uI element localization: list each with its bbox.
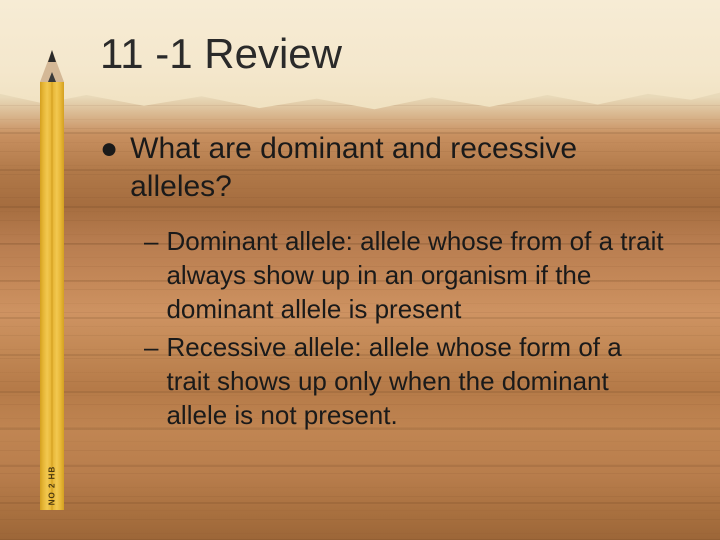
dash-marker: – <box>144 224 158 258</box>
dash-marker: – <box>144 330 158 364</box>
pencil-label: NO 2 HB <box>48 466 57 505</box>
bullet-marker: ● <box>100 130 118 168</box>
sub-text: Recessive allele: allele whose form of a… <box>166 330 670 432</box>
sub-item: – Recessive allele: allele whose form of… <box>144 330 670 432</box>
slide-container: 11 -1 Review NO 2 HB ● What are dominant… <box>0 0 720 540</box>
slide-title: 11 -1 Review <box>100 30 342 78</box>
pencil-lead <box>48 50 56 62</box>
sub-text: Dominant allele: allele whose from of a … <box>166 224 670 326</box>
pencil-tip <box>40 50 64 82</box>
pencil-graphic: NO 2 HB <box>40 50 64 510</box>
pencil-body: NO 2 HB <box>40 82 64 510</box>
sub-item: – Dominant allele: allele whose from of … <box>144 224 670 326</box>
bullet-text: What are dominant and recessive alleles? <box>130 130 670 206</box>
content-area: ● What are dominant and recessive allele… <box>100 130 670 436</box>
main-bullet: ● What are dominant and recessive allele… <box>100 130 670 206</box>
sub-bullet-list: – Dominant allele: allele whose from of … <box>144 224 670 432</box>
